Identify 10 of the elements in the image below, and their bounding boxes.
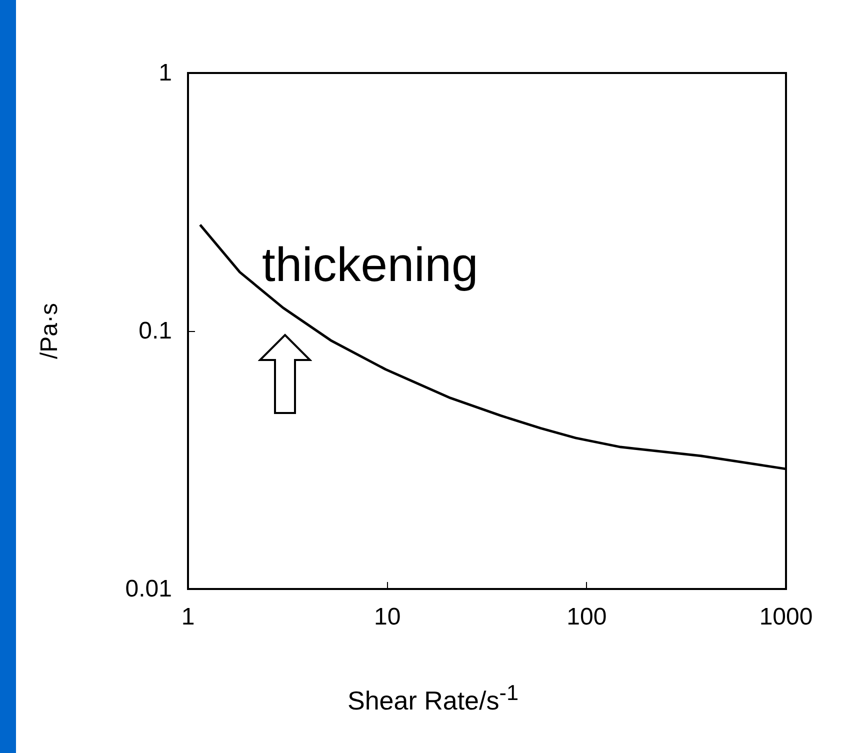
x-tick-label: 1000	[759, 604, 813, 630]
y-tick-label: 0.01	[125, 576, 172, 602]
x-tick-label: 1	[181, 604, 195, 630]
y-tick-label: 1	[158, 60, 172, 86]
y-axis-title: /Pa·s	[36, 302, 64, 360]
x-tick-label: 100	[566, 604, 607, 630]
x-tick-label: 10	[374, 604, 401, 630]
x-axis-title: Shear Rate/s$^{-1}$	[346, 680, 520, 717]
y-tick-label: 0.1	[138, 318, 172, 344]
annotation: thickening	[262, 238, 478, 293]
